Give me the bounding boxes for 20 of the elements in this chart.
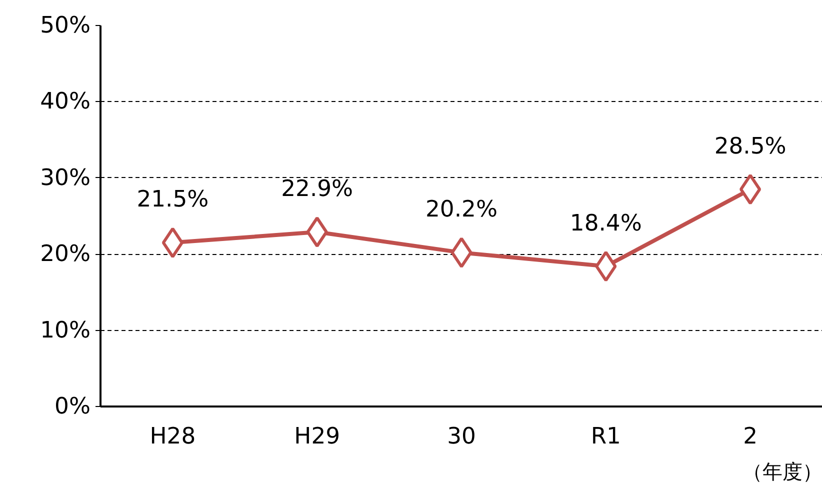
point xyxy=(162,227,184,258)
text: （年度） xyxy=(742,460,822,484)
x-tick-label: H28 xyxy=(150,424,196,450)
y-tick-label: 0% xyxy=(54,394,91,420)
text: 28.5% xyxy=(714,133,786,160)
y-tick-label: 40% xyxy=(40,88,90,115)
y-tick-label: 30% xyxy=(40,164,90,191)
x-tick-label: 2 xyxy=(743,424,758,450)
text: 18.4% xyxy=(570,210,642,236)
point xyxy=(739,174,762,205)
x-tick-label: H29 xyxy=(294,424,340,450)
x-tick-label: R1 xyxy=(590,424,621,450)
x-tick-label: 30 xyxy=(447,424,476,450)
point xyxy=(306,216,328,248)
y-tick-label: 20% xyxy=(40,241,90,268)
text: 21.5% xyxy=(136,186,209,213)
y-tick-label: 10% xyxy=(40,317,90,344)
text: 22.9% xyxy=(281,176,354,202)
y-tick-label: 50% xyxy=(40,12,90,38)
text: 20.2% xyxy=(426,196,498,223)
